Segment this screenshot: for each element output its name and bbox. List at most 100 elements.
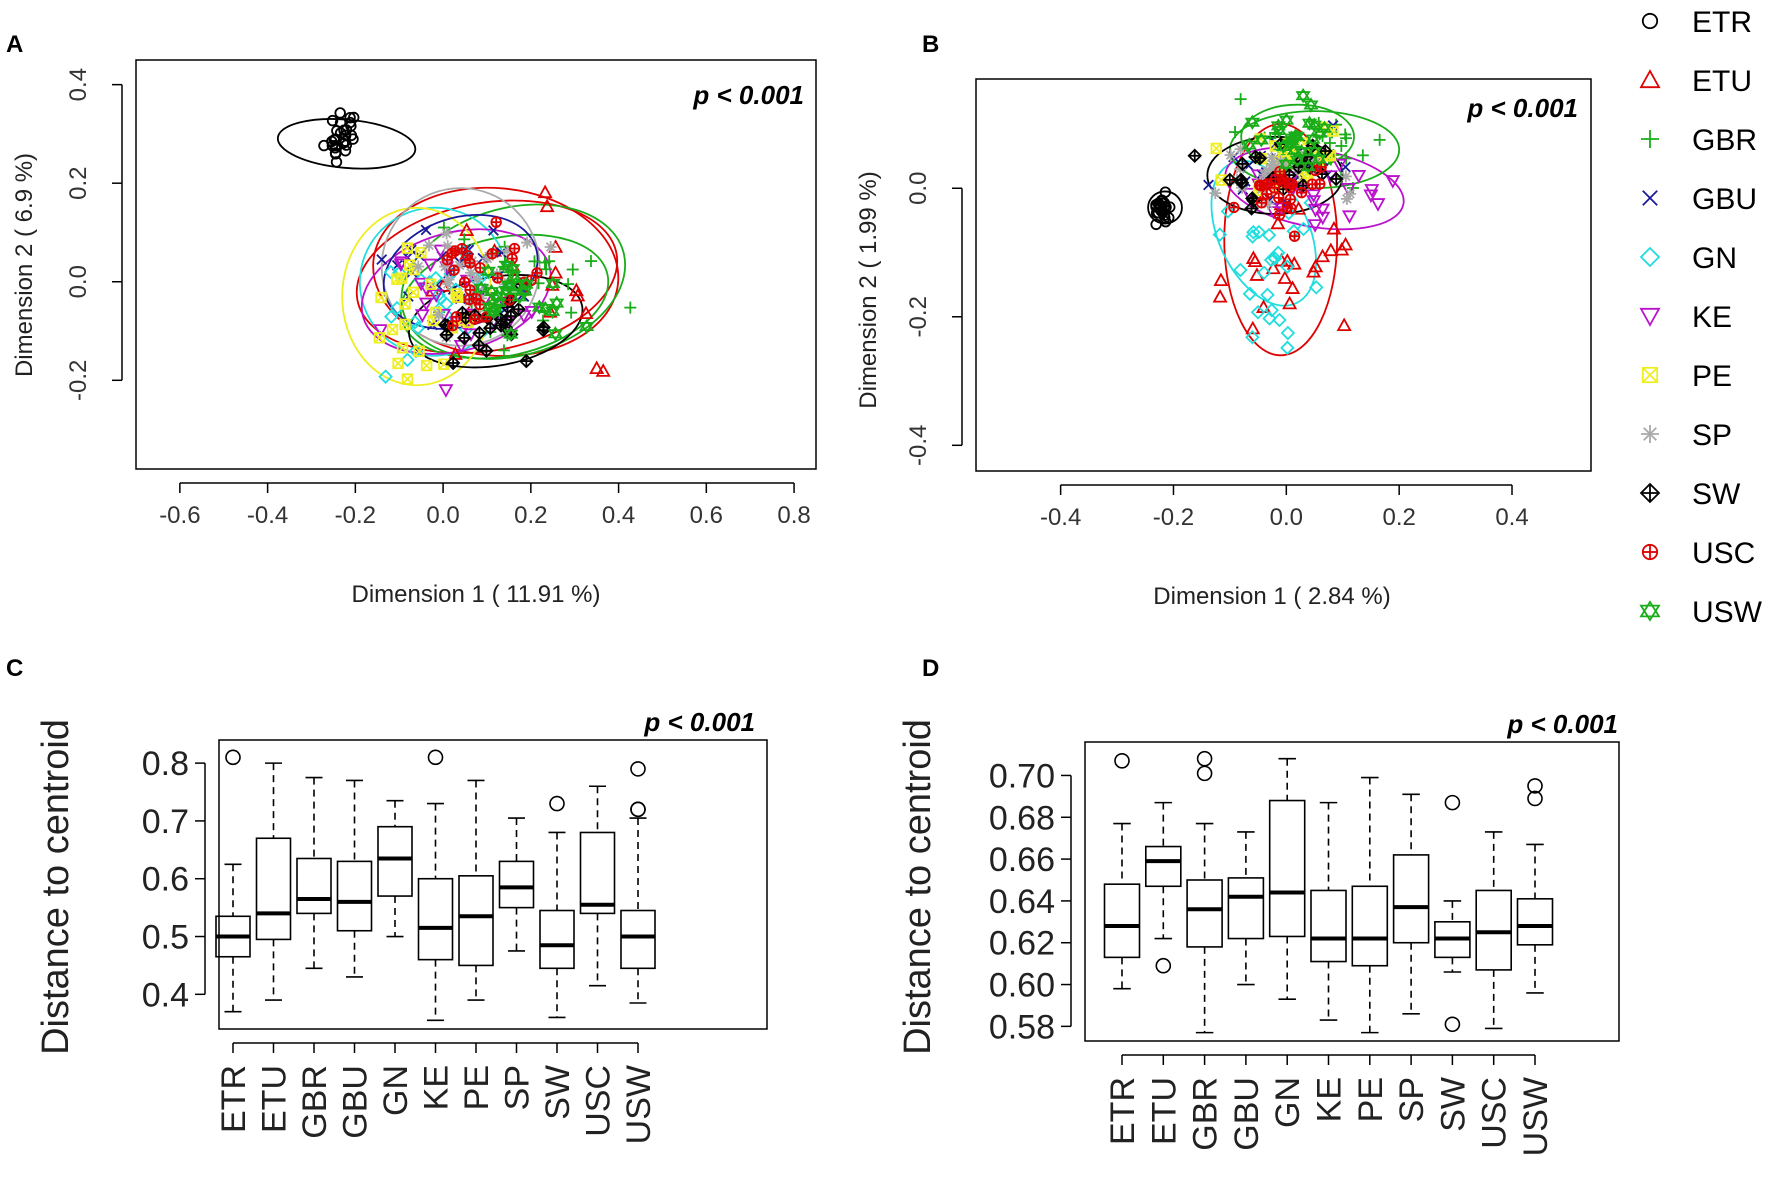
point-etu (1277, 270, 1293, 284)
point-usc (468, 313, 481, 325)
ellipse-sp (380, 187, 541, 347)
point-etu (589, 360, 605, 375)
point-etu (1279, 253, 1295, 267)
ellipse-etr (1147, 190, 1183, 225)
point-usc (491, 272, 504, 284)
outlier (1444, 794, 1461, 811)
box-iqr (1392, 854, 1430, 944)
point-sw (1235, 156, 1250, 172)
y-tick-label: 0.0 (905, 172, 932, 205)
x-tick-label: 0.4 (1495, 504, 1528, 531)
y-tick-label: 0.5 (142, 919, 189, 957)
x-tick-label: 0.0 (426, 502, 459, 529)
outlier (549, 795, 565, 812)
point-gbr (1340, 132, 1353, 145)
x-tick-label: GN (377, 1065, 415, 1116)
point-gbr (528, 255, 541, 268)
point-etu (1213, 272, 1229, 287)
axes: -0.6 -0.4 -0.2 0.0 0.2 0.4 0.6 0.8 -0.2 0.0 0.2 0.4 (65, 68, 811, 529)
point-ke (1363, 189, 1379, 204)
point-gn (1212, 227, 1228, 242)
sp-marker-icon (1641, 425, 1659, 443)
point-gbr (1335, 139, 1348, 152)
point-usc (458, 276, 471, 288)
outlier (1527, 790, 1543, 807)
point-gn (1245, 229, 1260, 244)
point-sp (1339, 170, 1352, 183)
ordination-plot-a: -0.6 -0.4 -0.2 0.0 0.2 0.4 0.6 0.8 -0.2 0.0 0.2 0.4… (11, 59, 817, 608)
point-usw (511, 289, 528, 305)
point-ke (422, 258, 438, 273)
x-tick-label: USC (1476, 1077, 1514, 1149)
point-sp (441, 277, 454, 290)
point-ke (418, 297, 434, 312)
point-ke (1250, 169, 1266, 184)
point-gbu (420, 224, 432, 236)
legend-item-usc: USC (1641, 537, 1755, 570)
point-gn (1280, 325, 1296, 341)
point-gbr (458, 233, 471, 246)
y-tick-label: 0.60 (989, 967, 1055, 1005)
plot-frame (218, 739, 768, 1030)
box-sp (498, 817, 535, 952)
legend-item-ke: KE (1639, 301, 1732, 334)
pvalue-label: p < 0.001 (692, 80, 804, 110)
gbr-marker-icon (1641, 130, 1659, 148)
point-gbr (1373, 133, 1386, 146)
y-tick-label: 0.58 (989, 1008, 1055, 1046)
point-etu (1270, 215, 1286, 230)
box-iqr (1145, 845, 1182, 888)
etu-marker-icon (1639, 69, 1661, 89)
point-gn (1280, 340, 1295, 356)
outlier (1196, 765, 1213, 782)
point-usc (463, 293, 475, 306)
outlier (1444, 1016, 1461, 1033)
box-iqr (336, 860, 373, 932)
point-sw (1248, 149, 1263, 165)
legend-label: GBU (1692, 183, 1757, 216)
legend-label: USC (1692, 537, 1755, 570)
point-ke (438, 384, 454, 398)
point-pe (425, 278, 437, 290)
point-ke (1306, 195, 1322, 209)
point-usw (473, 280, 489, 297)
point-ke (1315, 211, 1331, 226)
point-gbr (1340, 152, 1353, 165)
panel-label-a: A (6, 31, 23, 58)
legend-label: GN (1692, 242, 1737, 275)
legend-label: KE (1692, 301, 1732, 334)
point-sw (519, 353, 534, 369)
point-usw (1278, 112, 1295, 128)
y-tick-label: 0.68 (989, 799, 1055, 837)
legend-item-etu: ETU (1639, 65, 1752, 98)
box-usc (579, 785, 616, 987)
point-usc (1288, 230, 1301, 242)
point-sp (432, 308, 445, 321)
point-sw (472, 325, 487, 341)
box-pe (1351, 776, 1389, 1034)
box-iqr (579, 831, 616, 915)
x-tick-label: ETU (1145, 1077, 1183, 1145)
point-etr (1156, 195, 1168, 207)
point-gn (1267, 251, 1283, 266)
ke-marker-icon (1639, 307, 1661, 327)
point-etu (459, 222, 475, 236)
pvalue-label: p < 0.001 (1506, 709, 1618, 739)
x-tick-label: USC (580, 1065, 618, 1137)
point-gbr (540, 263, 553, 276)
box-iqr (377, 825, 413, 897)
box-iqr (417, 877, 454, 961)
point-usw (505, 260, 521, 277)
x-tick-label: GBU (1228, 1077, 1266, 1151)
point-gn (1245, 329, 1260, 345)
point-sp (1224, 149, 1237, 162)
point-sw (1328, 171, 1344, 187)
point-sw (482, 320, 498, 336)
point-usw (491, 294, 507, 311)
axes: 0.580.60 0.62 0.64 0.66 0.68 0.70 ETR ETU GBR GBU… (989, 757, 1555, 1156)
panel-label-b: B (922, 31, 939, 58)
point-etu (1285, 280, 1301, 294)
point-usc (1255, 197, 1268, 209)
point-gbr (1356, 149, 1369, 162)
point-gn (378, 369, 393, 384)
